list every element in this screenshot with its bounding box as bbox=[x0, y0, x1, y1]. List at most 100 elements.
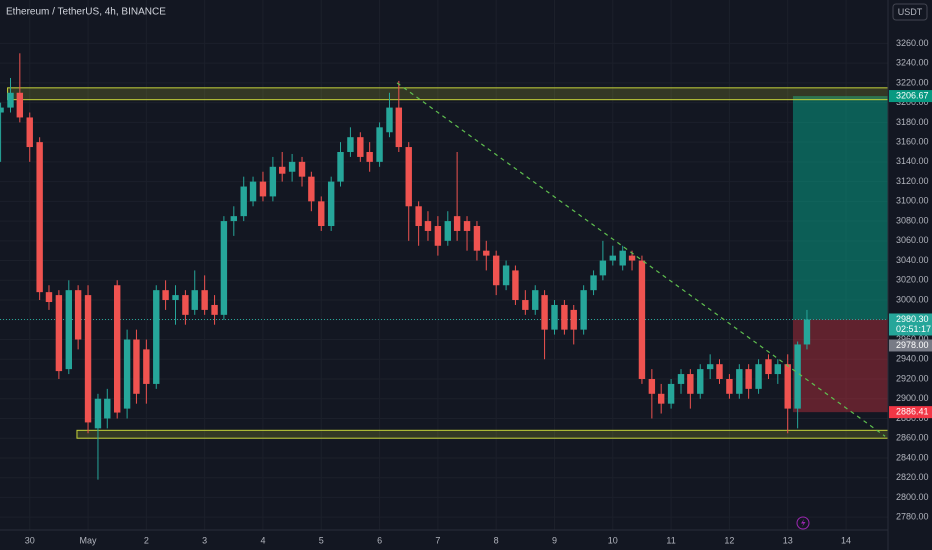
candle-body bbox=[0, 107, 4, 113]
candle-body bbox=[716, 364, 723, 379]
candle-body bbox=[153, 290, 160, 384]
candle-body bbox=[483, 250, 490, 256]
candle-body bbox=[347, 137, 354, 152]
candle-body bbox=[65, 290, 73, 370]
candle-body bbox=[337, 151, 344, 182]
y-tick-label: 2960.00 bbox=[896, 334, 929, 344]
y-tick-label: 2860.00 bbox=[896, 433, 929, 443]
y-tick-label: 2800.00 bbox=[896, 492, 929, 502]
candle-body bbox=[415, 206, 422, 227]
candle-body bbox=[599, 260, 607, 276]
y-tick-label: 3220.00 bbox=[896, 77, 929, 87]
candle-body bbox=[318, 201, 325, 227]
candle-body bbox=[619, 250, 626, 266]
event-icon-bolt bbox=[801, 519, 806, 527]
candle-body bbox=[765, 359, 772, 375]
candle-body bbox=[677, 374, 685, 384]
x-tick-label: 2 bbox=[144, 535, 149, 545]
y-tick-label: 2900.00 bbox=[896, 393, 929, 403]
x-tick-label: 11 bbox=[666, 535, 675, 545]
position-profit bbox=[792, 96, 888, 320]
candle-body bbox=[7, 92, 14, 108]
x-tick-label: 12 bbox=[724, 535, 734, 545]
candle-body bbox=[434, 226, 442, 246]
candle-body bbox=[376, 127, 383, 162]
countdown: 02:51:17 bbox=[896, 324, 931, 334]
candle-body bbox=[211, 304, 218, 315]
event-icon[interactable] bbox=[796, 516, 810, 530]
stop-label: 2886.41 bbox=[896, 407, 929, 417]
y-tick-label: 3120.00 bbox=[896, 176, 929, 186]
candle-body bbox=[405, 147, 412, 207]
candle-body bbox=[201, 290, 208, 310]
x-tick-label: 14 bbox=[841, 535, 851, 545]
x-tick-label: 6 bbox=[377, 535, 382, 545]
stop-tag bbox=[889, 406, 932, 419]
candle-body bbox=[667, 383, 675, 404]
candle-body bbox=[249, 181, 257, 202]
candle-body bbox=[36, 142, 43, 293]
plot-area bbox=[0, 53, 889, 480]
candle-body bbox=[628, 255, 636, 261]
candle-body bbox=[706, 364, 714, 370]
candle-body bbox=[794, 344, 801, 409]
candle-body bbox=[230, 216, 238, 222]
candle-body bbox=[609, 255, 616, 261]
candle-body bbox=[16, 92, 24, 118]
y-tick-label: 3260.00 bbox=[896, 38, 929, 48]
candle-body bbox=[45, 292, 53, 303]
y-tick-label: 3180.00 bbox=[896, 117, 929, 127]
candle-body bbox=[561, 304, 568, 330]
candle-body bbox=[259, 181, 267, 197]
candle-body bbox=[386, 107, 393, 133]
candle-body bbox=[453, 216, 461, 231]
candle-body bbox=[55, 295, 63, 372]
candle-body bbox=[512, 270, 519, 301]
x-tick-label: 30 bbox=[25, 535, 35, 545]
candle-body bbox=[308, 176, 315, 202]
x-tick-label: 9 bbox=[552, 535, 557, 545]
currency-label[interactable]: USDT bbox=[898, 7, 923, 17]
candle-body bbox=[755, 364, 762, 389]
candle-body bbox=[774, 364, 782, 375]
y-tick-label: 3020.00 bbox=[896, 275, 929, 285]
last-price-tag bbox=[889, 313, 932, 336]
axes: 2780.002800.002820.002840.002860.002880.… bbox=[25, 38, 932, 545]
candle-body bbox=[366, 151, 373, 162]
candle-body bbox=[473, 226, 481, 251]
x-tick-label: May bbox=[80, 535, 98, 545]
x-tick-label: 10 bbox=[608, 535, 618, 545]
y-tick-label: 3060.00 bbox=[896, 235, 929, 245]
candle-body bbox=[191, 290, 198, 310]
target-label: 3206.67 bbox=[896, 90, 929, 100]
candle-body bbox=[590, 275, 597, 291]
candle-body bbox=[298, 161, 306, 177]
y-tick-label: 3040.00 bbox=[896, 255, 929, 265]
candle-body bbox=[288, 161, 296, 172]
candle-body bbox=[84, 295, 92, 423]
y-tick-label: 3080.00 bbox=[896, 215, 929, 225]
candle-body bbox=[444, 221, 451, 241]
target-tag bbox=[889, 90, 932, 103]
candle-body bbox=[697, 369, 704, 394]
candle-body bbox=[522, 300, 529, 310]
candle-body bbox=[502, 265, 510, 286]
zone bbox=[7, 87, 889, 101]
currency-button[interactable] bbox=[892, 3, 928, 21]
candle-body bbox=[104, 398, 111, 419]
y-tick-label: 3000.00 bbox=[896, 294, 929, 304]
y-tick-label: 2820.00 bbox=[896, 472, 929, 482]
x-tick-label: 5 bbox=[319, 535, 324, 545]
candle-body bbox=[182, 295, 189, 315]
candle-body bbox=[94, 398, 102, 429]
candle-body bbox=[784, 364, 791, 409]
x-tick-label: 7 bbox=[435, 535, 440, 545]
y-tick-label: 2920.00 bbox=[896, 373, 929, 383]
candle-body bbox=[648, 378, 656, 394]
marker-tag bbox=[889, 339, 932, 352]
zone bbox=[76, 429, 889, 439]
candle-body bbox=[240, 186, 247, 217]
candle-body bbox=[113, 285, 121, 413]
candle-body bbox=[736, 369, 743, 394]
candle-body bbox=[143, 349, 150, 384]
